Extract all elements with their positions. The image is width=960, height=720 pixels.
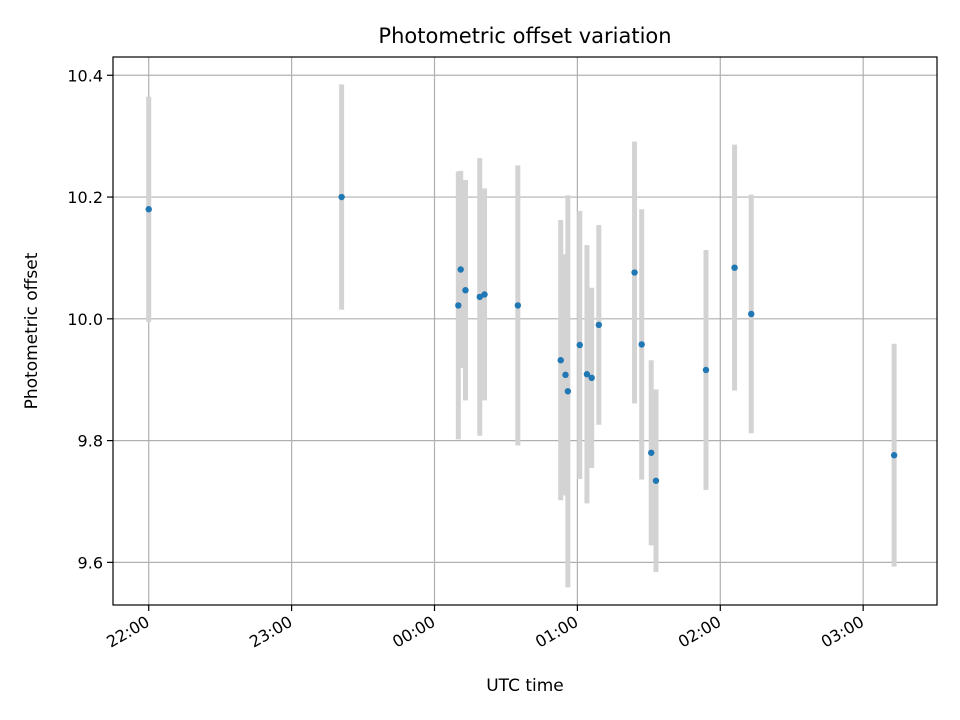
chart-title: Photometric offset variation: [378, 24, 671, 48]
data-point: [583, 371, 591, 378]
data-point: [748, 310, 755, 318]
data-point: [588, 374, 595, 382]
y-tick-label: 9.6: [78, 553, 103, 572]
data-point: [638, 341, 645, 348]
plot-frame: [112, 56, 938, 606]
data-point: [455, 302, 462, 309]
data-point: [462, 287, 469, 294]
data-point: [338, 193, 345, 201]
data-point: [562, 371, 569, 379]
data-point: [476, 293, 483, 301]
data-point: [702, 366, 710, 374]
data-point: [631, 269, 638, 276]
data-point: [564, 388, 572, 395]
data-point: [890, 452, 898, 459]
y-axis-label: Photometric offset: [22, 252, 42, 409]
data-point: [481, 291, 488, 298]
data-point: [652, 477, 660, 484]
grid-lines: [113, 57, 937, 605]
y-tick-label: 10.2: [67, 188, 103, 207]
data-point: [731, 264, 738, 271]
data-point: [595, 321, 603, 329]
y-tick-label: 10.0: [67, 310, 103, 329]
y-tick-label: 9.8: [78, 432, 103, 451]
y-tick-label: 10.4: [67, 66, 103, 85]
data-point: [514, 302, 522, 309]
y-axis-ticks: 9.6 9.8 10.0 10.2 10.4: [67, 66, 113, 572]
data-point: [145, 206, 152, 213]
data-point: [576, 341, 583, 349]
data-points: [145, 193, 898, 484]
x-axis-label: UTC time: [486, 676, 564, 696]
data-point: [457, 266, 464, 273]
data-point: [648, 449, 655, 456]
data-point: [557, 357, 564, 364]
